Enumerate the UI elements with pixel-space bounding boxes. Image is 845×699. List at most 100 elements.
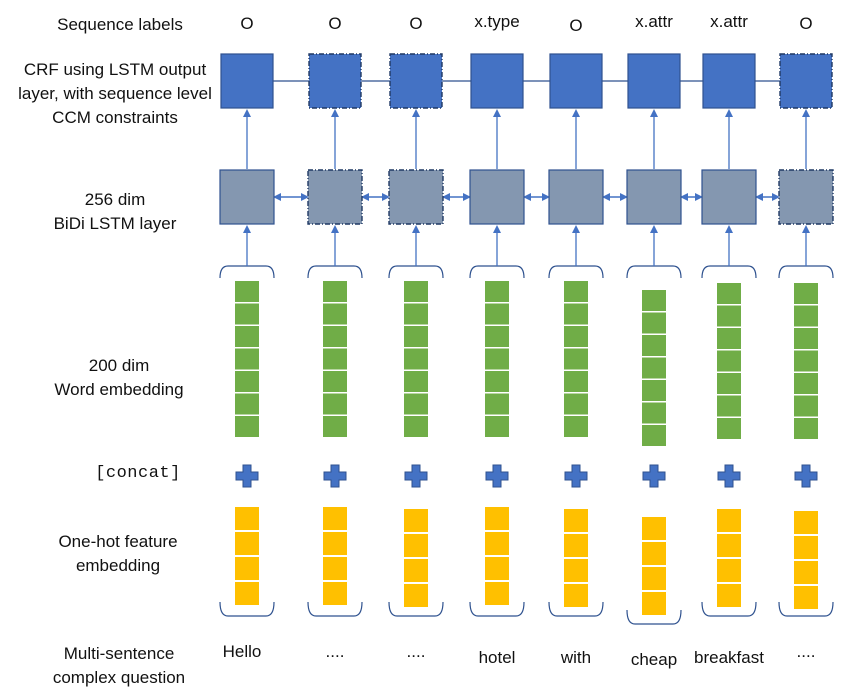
- word-embedding-cell: [642, 335, 666, 356]
- word-embedding-label: 200 dim Word embedding: [0, 354, 238, 402]
- word-embedding-cell: [323, 348, 347, 370]
- word-embedding-cell: [404, 303, 428, 325]
- onehot-embedding-cell: [717, 584, 741, 607]
- word-embedding-cell: [642, 425, 666, 446]
- input-label: Multi-sentence complex question: [0, 642, 238, 690]
- lstm-layer-label: 256 dim BiDi LSTM layer: [0, 188, 230, 236]
- word-embedding-cell: [564, 326, 588, 347]
- word-embedding-cell: [323, 326, 347, 347]
- sequence-label: O: [569, 16, 583, 35]
- onehot-embedding-cell: [564, 584, 588, 607]
- word-embedding-cell: [404, 393, 428, 415]
- word-embedding-cell: [717, 328, 741, 349]
- onehot-embedding-cell: [642, 592, 666, 615]
- word-embedding-cell: [235, 393, 259, 415]
- word-embedding-cell: [642, 312, 666, 334]
- bottom-bracket: [626, 609, 682, 625]
- lstm-cell: [388, 169, 444, 225]
- onehot-embedding-cell: [404, 534, 428, 557]
- concat-plus-icon: [235, 464, 259, 488]
- onehot-embedding-cell: [235, 532, 259, 555]
- word-embedding-cell: [642, 380, 666, 401]
- onehot-embedding-cell: [485, 507, 509, 530]
- top-bracket: [778, 265, 834, 279]
- word-embedding-cell: [794, 373, 818, 394]
- word-embedding-cell: [485, 416, 509, 437]
- lstm-cell: [307, 169, 363, 225]
- crf-cell: [470, 53, 524, 109]
- onehot-embedding-label-line: embedding: [75, 556, 161, 575]
- onehot-embedding-cell: [485, 532, 509, 555]
- word-embedding-cell: [235, 281, 259, 302]
- sequence-label: x.type: [474, 12, 520, 31]
- top-bracket: [307, 265, 363, 279]
- word-embedding-cell: [794, 283, 818, 304]
- word-embedding-cell: [485, 371, 509, 392]
- word-embedding-cell: [564, 281, 588, 302]
- sequence-label: x.attr: [710, 12, 748, 31]
- word-embedding-cell: [717, 283, 741, 304]
- onehot-embedding-cell: [235, 557, 259, 580]
- onehot-embedding-cell: [564, 559, 588, 582]
- word-embedding-cell: [485, 393, 509, 415]
- word-embedding-cell: [564, 371, 588, 392]
- word-embedding-cell: [794, 395, 818, 417]
- lstm-cell: [701, 169, 757, 225]
- crf-cell: [779, 53, 833, 109]
- word-embedding-cell: [642, 402, 666, 424]
- sequence-label: O: [409, 14, 423, 33]
- sequence-label: O: [799, 14, 813, 33]
- lstm-layer-label-line: 256 dim: [84, 190, 146, 209]
- word-embedding-cell: [564, 416, 588, 437]
- bottom-bracket: [469, 601, 525, 617]
- word-embedding-cell: [323, 303, 347, 325]
- word-embedding-cell: [642, 357, 666, 379]
- top-bracket: [626, 265, 682, 279]
- concat-plus-icon: [564, 464, 588, 488]
- lstm-layer-label-line: BiDi LSTM layer: [53, 214, 177, 233]
- input-word: ....: [796, 642, 816, 661]
- lstm-cell: [626, 169, 682, 225]
- word-embedding-cell: [404, 326, 428, 347]
- word-embedding-cell: [485, 281, 509, 302]
- onehot-embedding-cell: [404, 584, 428, 607]
- input-word: cheap: [630, 650, 678, 669]
- onehot-embedding-cell: [564, 509, 588, 532]
- onehot-embedding-cell: [485, 557, 509, 580]
- crf-layer-label-line: CCM constraints: [52, 108, 178, 127]
- lstm-cell: [548, 169, 604, 225]
- concat-plus-icon: [323, 464, 347, 488]
- word-embedding-cell: [794, 350, 818, 372]
- crf-cell: [308, 53, 362, 109]
- top-bracket: [548, 265, 604, 279]
- onehot-embedding-label-line: One-hot feature: [58, 532, 178, 551]
- concat-plus-icon: [485, 464, 509, 488]
- bottom-bracket: [307, 601, 363, 617]
- sequence-label: O: [240, 14, 254, 33]
- crf-layer-label-line: CRF using LSTM output: [23, 60, 207, 79]
- word-embedding-cell: [404, 281, 428, 302]
- crf-cell: [389, 53, 443, 109]
- word-embedding-cell: [235, 348, 259, 370]
- word-embedding-cell: [717, 395, 741, 417]
- word-embedding-cell: [717, 350, 741, 372]
- bottom-bracket: [778, 601, 834, 617]
- top-bracket: [219, 265, 275, 279]
- crf-layer-label-line: layer, with sequence level: [18, 84, 212, 103]
- onehot-embedding-cell: [642, 517, 666, 540]
- sequence-label: x.attr: [635, 12, 673, 31]
- onehot-embedding-cell: [794, 511, 818, 534]
- word-embedding-cell: [323, 371, 347, 392]
- input-label-line: Multi-sentence: [63, 644, 175, 663]
- word-embedding-cell: [717, 418, 741, 439]
- top-bracket: [701, 265, 757, 279]
- input-word: hotel: [478, 648, 516, 667]
- word-embedding-cell: [404, 416, 428, 437]
- lstm-cell: [469, 169, 525, 225]
- onehot-embedding-cell: [717, 559, 741, 582]
- onehot-embedding-label: One-hot feature embedding: [0, 530, 236, 578]
- lstm-cell: [219, 169, 275, 225]
- input-word: ....: [406, 642, 426, 661]
- top-bracket: [388, 265, 444, 279]
- word-embedding-cell: [794, 328, 818, 349]
